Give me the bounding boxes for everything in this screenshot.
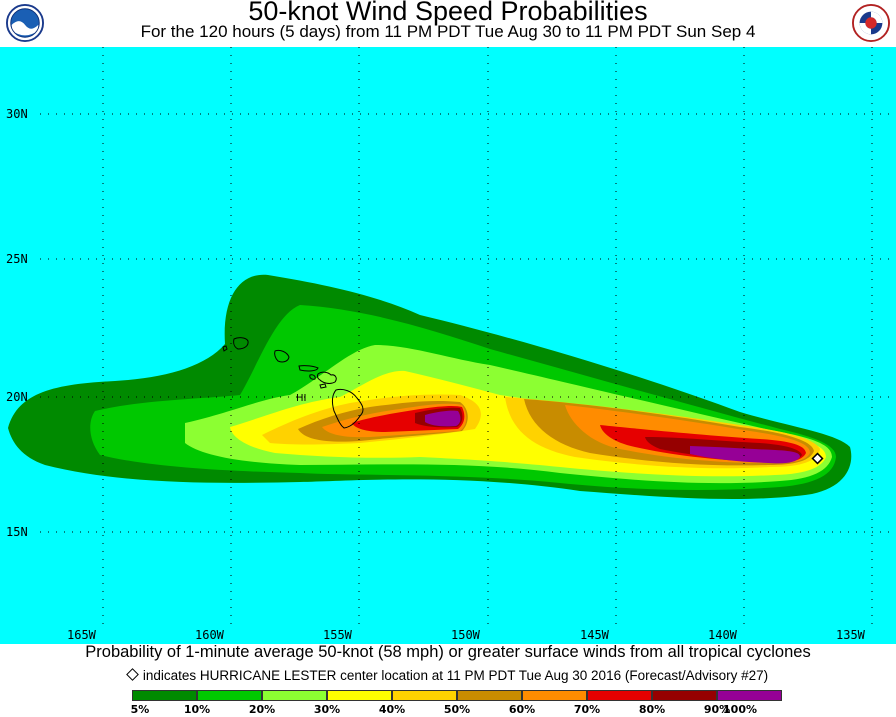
noaa-logo bbox=[6, 4, 44, 42]
legend-label: 40% bbox=[378, 703, 406, 716]
legend-label: 20% bbox=[248, 703, 276, 716]
legend-swatch bbox=[457, 690, 522, 701]
legend-label: 60% bbox=[508, 703, 536, 716]
lon-label-140w: 140W bbox=[708, 628, 738, 642]
nws-logo bbox=[852, 4, 890, 42]
storm-note-text: indicates HURRICANE LESTER center locati… bbox=[142, 668, 769, 683]
hawaiian-islands: HI bbox=[222, 337, 364, 429]
legend-label: 100% bbox=[723, 703, 757, 716]
legend-label: 50% bbox=[443, 703, 471, 716]
storm-note: indicates HURRICANE LESTER center locati… bbox=[0, 668, 896, 683]
legend-label: 90% bbox=[703, 703, 731, 716]
legend-label: 70% bbox=[573, 703, 601, 716]
island-big-island bbox=[331, 388, 364, 429]
legend-swatch bbox=[197, 690, 262, 701]
probability-legend bbox=[132, 690, 782, 701]
lat-label-25n: 25N bbox=[6, 252, 28, 266]
lon-label-155w: 155W bbox=[323, 628, 353, 642]
lon-label-165w: 165W bbox=[67, 628, 97, 642]
island-molokai bbox=[298, 365, 319, 372]
legend-label: 5% bbox=[130, 703, 150, 716]
lat-lon-grid bbox=[40, 47, 896, 625]
island-maui bbox=[316, 371, 337, 384]
island-lanai bbox=[309, 374, 316, 380]
hawaii-label: HI bbox=[296, 393, 306, 404]
legend-label: 80% bbox=[638, 703, 666, 716]
map-subtitle: For the 120 hours (5 days) from 11 PM PD… bbox=[140, 22, 756, 41]
map-title: 50-knot Wind Speed Probabilities bbox=[248, 0, 648, 26]
lon-label-160w: 160W bbox=[195, 628, 225, 642]
legend-swatch bbox=[587, 690, 652, 701]
lat-label-15n: 15N bbox=[6, 525, 28, 539]
legend-swatch bbox=[717, 690, 782, 701]
legend-swatch bbox=[132, 690, 197, 701]
legend-label: 10% bbox=[183, 703, 211, 716]
legend-label: 30% bbox=[313, 703, 341, 716]
lat-label-30n: 30N bbox=[6, 107, 28, 121]
lon-label-150w: 150W bbox=[451, 628, 481, 642]
diamond-icon bbox=[125, 668, 139, 681]
island-oahu bbox=[274, 349, 290, 363]
legend-swatch bbox=[522, 690, 587, 701]
island-niihau bbox=[222, 345, 228, 352]
map-caption: Probability of 1-minute average 50-knot … bbox=[85, 643, 811, 661]
band-90-100 bbox=[425, 410, 800, 464]
legend-swatch bbox=[327, 690, 392, 701]
probability-map: HI 30N 25N 20N 15N 165W 160W 155W 150W 1… bbox=[0, 47, 896, 644]
legend-swatch bbox=[652, 690, 717, 701]
probability-contours bbox=[8, 274, 852, 500]
legend-swatch bbox=[392, 690, 457, 701]
legend-labels: 5% 10% 20% 30% 40% 50% 60% 70% 80% 90% 100% bbox=[0, 703, 896, 717]
island-kahoolawe bbox=[319, 383, 327, 389]
storm-center-diamond-icon bbox=[811, 452, 824, 465]
lon-label-145w: 145W bbox=[580, 628, 610, 642]
legend-swatch bbox=[262, 690, 327, 701]
lat-label-20n: 20N bbox=[6, 390, 28, 404]
lon-label-135w: 135W bbox=[836, 628, 866, 642]
island-kauai bbox=[233, 337, 249, 350]
